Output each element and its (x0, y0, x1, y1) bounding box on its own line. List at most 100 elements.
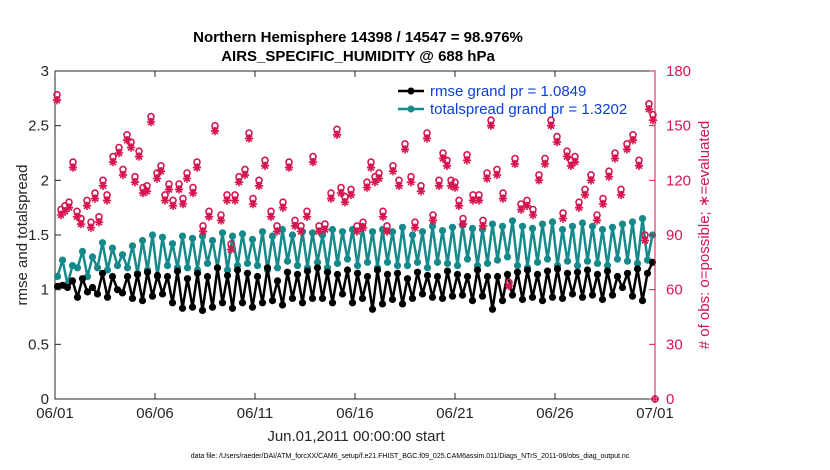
rmse-point (133, 270, 142, 278)
totalspread-point (148, 231, 157, 239)
totalspread-point (228, 232, 237, 240)
totalspread-point (528, 224, 537, 232)
obs-evaluated-marker (546, 121, 556, 130)
rmse-point (143, 268, 152, 276)
totalspread-point (368, 228, 377, 236)
rmse-point (588, 291, 597, 299)
totalspread-point (218, 229, 227, 237)
x-tick-label: 06/01 (36, 405, 74, 422)
totalspread-point (613, 255, 622, 263)
obs-evaluated-marker (574, 203, 584, 212)
obs-evaluated-marker (442, 161, 452, 170)
totalspread-point (388, 228, 397, 236)
rmse-point (103, 293, 112, 301)
obs-evaluated-marker (122, 136, 132, 145)
obs-evaluated-marker (516, 205, 526, 214)
rmse-point (183, 275, 192, 283)
obs-evaluated-marker (164, 185, 174, 194)
rmse-point (233, 266, 242, 274)
totalspread-point (223, 266, 232, 274)
obs-evaluated-marker (178, 199, 188, 209)
obs-evaluated-marker (566, 161, 576, 170)
y-axis-label: rmse and totalspread (14, 165, 31, 306)
rmse-point (448, 292, 457, 300)
totalspread-point (453, 262, 462, 270)
y-right-tick-label: 0 (666, 391, 674, 408)
rmse-point (378, 300, 387, 308)
obs-evaluated-marker (628, 136, 638, 145)
obs-evaluated-marker (450, 183, 460, 192)
rmse-point (458, 291, 467, 299)
totalspread-point (558, 225, 567, 234)
obs-evaluated-marker (478, 221, 488, 231)
obs-evaluated-marker (308, 157, 318, 167)
obs-evaluated-marker (604, 172, 614, 181)
obs-evaluated-marker (240, 170, 250, 180)
totalspread-point (108, 244, 117, 252)
totalspread-point (118, 251, 127, 259)
obs-evaluated-marker (474, 196, 484, 205)
obs-evaluated-marker (320, 225, 330, 234)
obs-evaluated-marker (130, 178, 140, 187)
obs-evaluated-marker (94, 218, 104, 227)
x-tick-label: 06/26 (536, 405, 574, 422)
obs-evaluated-marker (230, 196, 240, 205)
totalspread-point (428, 222, 437, 230)
rmse-point (508, 291, 517, 299)
rmse-point (343, 266, 352, 274)
rmse-point (298, 299, 307, 307)
totalspread-point (633, 259, 642, 267)
obs-evaluated-marker (562, 152, 572, 161)
obs-evaluated-marker (610, 154, 620, 163)
rmse-point (463, 272, 472, 281)
obs-evaluated-marker (210, 126, 220, 136)
rmse-point (528, 293, 537, 301)
obs-evaluated-marker (244, 134, 254, 143)
rmse-series (53, 258, 657, 314)
totalspread-point (588, 222, 597, 230)
totalspread-point (293, 262, 302, 270)
obs-evaluated-marker (622, 145, 632, 154)
rmse-point (598, 295, 607, 304)
rmse-point (263, 264, 272, 272)
obs-evaluated-marker (462, 156, 472, 165)
rmse-point (643, 269, 652, 277)
totalspread-point (468, 224, 477, 232)
rmse-point (358, 294, 367, 302)
obs-evaluated-marker (388, 167, 398, 176)
rmse-point (198, 306, 207, 314)
rmse-point (288, 294, 297, 302)
obs-evaluated-marker (358, 223, 368, 232)
rmse-point (523, 266, 532, 274)
y-tick-label: 0 (41, 391, 49, 408)
totalspread-point (483, 259, 492, 267)
obs-evaluated-marker (410, 223, 420, 232)
rmse-point (518, 295, 527, 304)
rmse-point (433, 272, 442, 281)
rmse-point (268, 297, 277, 305)
y-right-tick-label: 60 (666, 282, 683, 299)
obs-evaluated-marker (558, 214, 568, 223)
rmse-point (408, 294, 417, 302)
totalspread-point (398, 223, 407, 231)
rmse-point (603, 267, 612, 275)
obs-evaluated-marker (552, 137, 562, 147)
rmse-point (188, 303, 197, 311)
totalspread-point (338, 228, 347, 236)
totalspread-point (598, 225, 607, 234)
totalspread-point (408, 231, 417, 239)
obs-evaluated-marker (52, 96, 62, 105)
totalspread-point (618, 220, 627, 228)
totalspread-series (53, 215, 657, 288)
rmse-point (208, 303, 217, 311)
rmse-point (328, 299, 337, 307)
obs-evaluated-marker (346, 190, 356, 200)
obs-evaluated-marker (498, 194, 508, 203)
totalspread-point (248, 235, 257, 243)
totalspread-point (333, 259, 342, 267)
obs-evaluated-marker (114, 148, 124, 158)
x-tick-label: 07/01 (636, 405, 674, 422)
obs-evaluated-marker (586, 176, 596, 185)
rmse-point (78, 275, 87, 283)
rmse-point (283, 268, 292, 276)
